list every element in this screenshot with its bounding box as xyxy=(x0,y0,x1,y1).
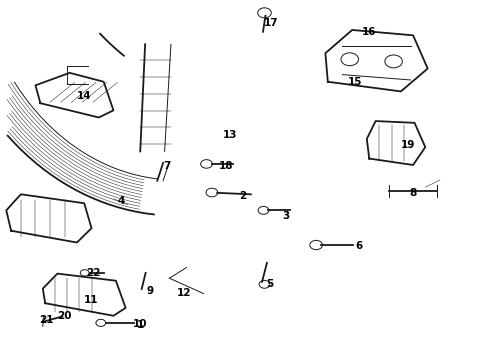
Text: 5: 5 xyxy=(266,279,273,289)
Text: 7: 7 xyxy=(163,161,171,171)
Text: 20: 20 xyxy=(57,311,72,321)
Text: 17: 17 xyxy=(264,18,278,28)
Text: 3: 3 xyxy=(283,211,290,221)
Text: 21: 21 xyxy=(40,315,54,325)
Text: 9: 9 xyxy=(147,286,153,296)
Text: 8: 8 xyxy=(410,188,416,198)
Text: 4: 4 xyxy=(117,197,124,206)
Text: 15: 15 xyxy=(347,77,362,87)
Text: 12: 12 xyxy=(177,288,192,297)
Text: 13: 13 xyxy=(223,130,238,140)
Text: 6: 6 xyxy=(356,241,363,251)
Text: 22: 22 xyxy=(86,268,100,278)
Text: 10: 10 xyxy=(133,319,147,329)
Text: 2: 2 xyxy=(239,191,246,201)
Text: 18: 18 xyxy=(219,161,234,171)
Text: 16: 16 xyxy=(362,27,376,37)
Text: 1: 1 xyxy=(137,320,144,330)
Text: 14: 14 xyxy=(77,91,92,101)
Text: 11: 11 xyxy=(84,295,99,305)
Text: 19: 19 xyxy=(401,140,416,150)
